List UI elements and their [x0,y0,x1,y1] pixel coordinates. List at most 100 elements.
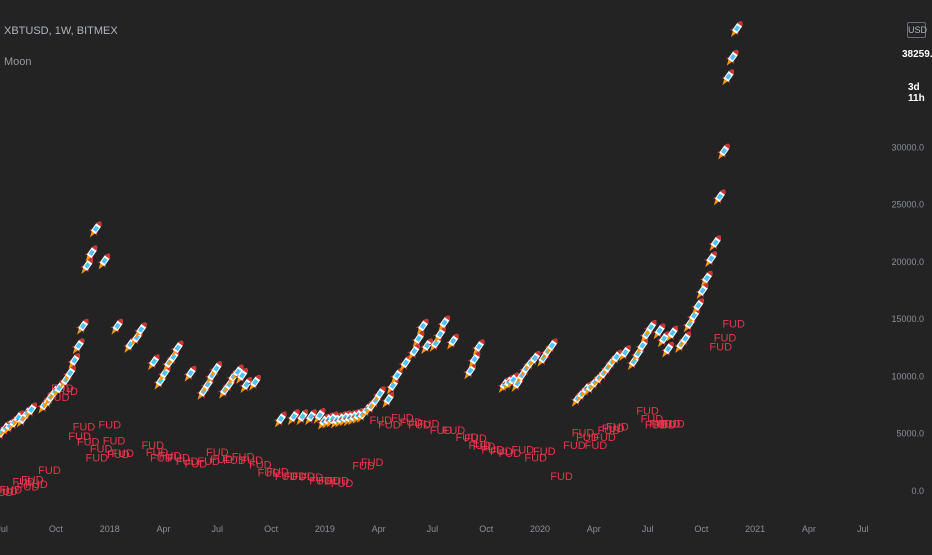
currency-button[interactable]: USD [907,22,927,38]
rocket-icon [183,365,197,382]
rocket-icon [407,344,420,360]
fud-label: FUD [107,449,130,461]
fud-label: FUD [141,440,164,452]
rocket-icon [527,350,541,367]
rocket-icon [247,374,261,391]
fud-label: FUD [197,456,220,468]
fud-label: FUD [292,471,315,483]
fud-label: FUD [598,425,621,437]
x-tick-label: Apr [587,524,601,534]
fud-label: FUD [606,422,629,434]
fud-label: FUD [232,451,255,463]
fud-label: FUD [722,319,745,331]
fud-label: FUD [593,432,616,444]
fud-label: FUD [400,417,423,429]
rocket-icon [303,409,317,426]
rocket-icon [652,323,666,340]
fud-label: FUD [167,453,190,465]
fud-label: FUD [210,454,233,466]
fud-label: FUD [662,418,685,430]
rocket-icon [686,308,700,325]
rocket-icon [209,361,222,378]
fud-label: FUD [318,476,341,488]
rocket-icon [708,235,722,252]
fud-label: FUD [283,471,306,483]
rocket-icon [699,270,713,287]
x-tick-label: Oct [49,524,64,534]
fud-label: FUD [103,435,126,447]
fud-label: FUD [649,418,672,430]
fud-label: FUD [533,446,556,458]
x-tick-label: Jul [0,524,8,534]
rocket-icon [691,298,704,315]
fud-label: FUD [468,440,491,452]
rocket-icon [415,318,429,335]
y-tick-label: 5000.0 [896,429,924,439]
fud-label: FUD [490,446,513,458]
rocket-icon [381,392,395,408]
fud-label: FUD [653,419,676,431]
rocket-icon [71,338,85,355]
symbol-title[interactable]: XBTUSD, 1W, BITMEX [4,25,118,37]
rocket-icon [712,189,726,206]
fud-label: FUD [572,427,595,439]
fud-label: FUD [275,471,298,483]
rocket-icon [67,353,80,370]
rocket-icon [703,251,717,268]
rocket-icon [716,143,730,160]
rocket-icon [695,283,709,300]
rocket-icon [437,315,450,332]
fud-label: FUD [709,342,732,354]
rocket-icon [146,354,160,371]
fud-label: FUD [301,472,324,484]
x-tick-label: Oct [264,524,279,534]
fud-label: FUD [21,474,44,486]
x-tick-label: Jul [642,524,654,534]
fud-label: FUD [258,468,281,480]
rocket-icon [234,368,248,384]
rocket-icon [62,365,76,382]
fud-label: FUD [602,423,625,435]
fud-label: FUD [17,481,40,493]
x-tick-label: 2021 [745,524,765,534]
fud-label: FUD [443,425,466,437]
fud-label: FUD [77,437,100,449]
fud-label: FUD [240,455,263,467]
fud-label: FUD [430,425,453,437]
fud-label: FUD [352,461,375,473]
rocket-icon [170,340,184,357]
fud-label: FUD [361,457,384,469]
fud-label: FUD [408,419,431,431]
rocket-icon [372,386,386,403]
rocket-icon [445,333,459,350]
rocket-icon [660,341,674,358]
y-tick-label: 30000.0 [891,142,924,152]
rocket-icon [471,339,485,356]
fud-label: FUD [90,443,113,455]
fud-label: FUD [68,431,91,443]
fud-label: FUD [176,456,199,468]
x-tick-label: Apr [157,524,171,534]
fud-label: FUD [370,415,393,427]
y-tick-label: 10000.0 [891,371,924,381]
fud-label: FUD [641,414,664,426]
chart-legend[interactable]: XBTUSD, 1W, BITMEX Moon [4,24,118,69]
fud-label: FUD [249,460,272,472]
x-tick-label: 2019 [315,524,335,534]
x-tick-label: Jul [857,524,869,534]
fud-label: FUD [159,450,182,462]
fud-label: FUD [206,447,229,459]
rocket-icon [273,411,287,428]
last-price-label: 38259.5 [902,49,932,60]
rocket-icon [80,258,93,275]
rocket-icon [110,318,123,335]
fud-label: FUD [714,332,737,344]
indicator-title[interactable]: Moon [4,56,32,68]
fud-label: FUD [473,441,496,453]
fud-label: FUD [417,418,440,430]
rocket-icon [544,338,558,355]
rocket-icon [721,69,734,86]
rocket-icon [24,402,37,419]
